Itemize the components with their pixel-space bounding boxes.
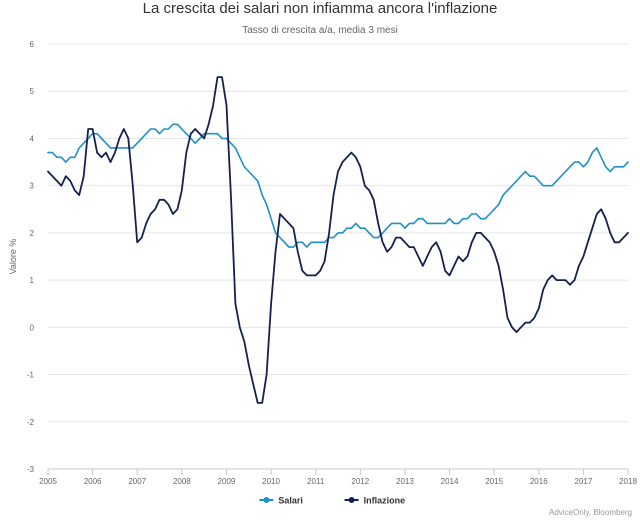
y-tick-label: -2 [27,418,35,427]
legend-item-salari[interactable]: Salari [259,496,303,506]
y-tick-label: 0 [30,323,35,332]
x-tick-label: 2005 [39,477,57,486]
x-tick-label: 2015 [485,477,503,486]
legend-item-inflazione[interactable]: Inflazione [344,496,406,506]
x-tick-label: 2012 [351,477,369,486]
x-tick-label: 2006 [84,477,102,486]
x-tick-label: 2018 [619,477,637,486]
series-line-inflazione [47,76,629,404]
axes: -3 -2 -1 0 1 2 3 4 5 6 2005 2006 2007 2008 2009 2010 201… [8,40,637,486]
y-tick-label: 1 [30,276,35,285]
x-tick-label: 2013 [396,477,414,486]
legend[interactable]: Salari Inflazione [259,496,405,506]
x-tick-label: 2009 [218,477,236,486]
grid-lines [48,43,628,470]
y-tick-label: 3 [30,182,35,191]
chart-subtitle: Tasso di crescita a/a, media 3 mesi [242,25,398,36]
x-tick-label: 2011 [307,477,325,486]
legend-marker [348,497,355,503]
x-tick-label: 2017 [574,477,592,486]
series-line-salari [47,123,629,248]
x-tick-label: 2016 [530,477,548,486]
y-axis-label: Valore % [8,239,18,275]
series-layer [47,76,629,404]
legend-label: Salari [278,496,303,506]
y-tick-label: -3 [27,465,35,474]
y-tick-label: 6 [30,40,35,49]
y-tick-label: 5 [30,87,35,96]
y-tick-label: 2 [30,229,35,238]
y-tick-label: -1 [27,371,35,380]
chart-title: La crescita dei salari non infiamma anco… [142,0,498,17]
y-tick-label: 4 [30,134,35,143]
x-tick-label: 2007 [128,477,146,486]
legend-label: Inflazione [364,496,406,506]
legend-marker [263,497,270,503]
credits: AdviceOnly, Bloomberg [549,508,632,517]
x-tick-label: 2010 [262,477,280,486]
x-tick-label: 2014 [441,477,459,486]
x-tick-label: 2008 [173,477,191,486]
